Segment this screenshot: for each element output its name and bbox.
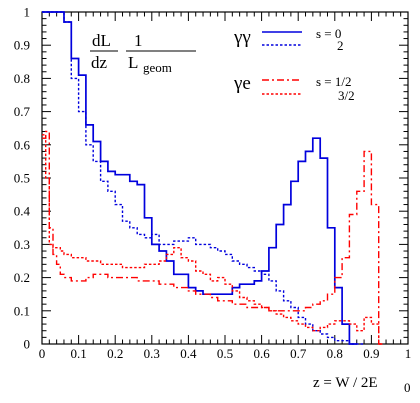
x-tick-label: 0.8 (327, 346, 343, 361)
x-tick-label: 0.9 (363, 346, 379, 361)
x-tick-label: 0.1 (70, 346, 86, 361)
y-label-num2: 1 (134, 31, 143, 50)
y-label-den2-sub: geom (143, 60, 172, 75)
y-tick-label: 0 (24, 337, 31, 352)
axis-tick-labels: 0 0.1 0.2 0.3 0.4 0.5 0.6 0.7 0.8 0.9 1 0 0.1 0.2 0.3 0… (14, 5, 412, 362)
y-tick-label: 1 (24, 5, 31, 20)
x-axis-title: z = W / 2E 0 (313, 375, 411, 395)
x-tick-label: 0.4 (180, 346, 197, 361)
axis-ticks (41, 11, 409, 345)
y-label-num1: dL (92, 31, 111, 50)
legend-label-s12: s = 1/2 (316, 74, 352, 89)
legend-label-32: 3/2 (338, 88, 355, 103)
legend: γγ s = 0 2 γe s = 1/2 3/2 (233, 26, 355, 103)
y-tick-label: 0.6 (14, 137, 31, 152)
y-axis-label: dL dz 1 L geom (90, 31, 196, 75)
x-tick-label: 0.6 (253, 346, 270, 361)
y-label-den2: L (128, 53, 138, 72)
legend-label-s0: s = 0 (316, 26, 341, 41)
y-tick-label: 0.7 (14, 104, 31, 119)
series-line-1 (42, 11, 365, 345)
legend-label-2: 2 (337, 38, 344, 53)
y-tick-label: 0.1 (14, 303, 30, 318)
x-tick-label: 0.7 (290, 346, 307, 361)
y-tick-label: 0.8 (14, 71, 30, 86)
y-tick-label: 0.9 (14, 38, 30, 53)
y-tick-label: 0.5 (14, 171, 30, 186)
y-label-den1: dz (91, 53, 108, 72)
legend-group-gammae: γe (233, 73, 251, 94)
x-tick-label: 0.2 (107, 346, 123, 361)
y-tick-label: 0.2 (14, 270, 30, 285)
x-tick-label: 0 (39, 346, 46, 361)
legend-group-gammagamma: γγ (233, 27, 251, 48)
x-tick-label: 0.5 (217, 346, 233, 361)
x-axis-title-sub: 0 (404, 380, 411, 395)
x-tick-label: 0.3 (144, 346, 160, 361)
series-line-0 (42, 11, 357, 345)
x-tick-label: 1 (405, 346, 412, 361)
y-tick-label: 0.3 (14, 237, 30, 252)
series-line-3 (42, 134, 383, 345)
series-line-2 (42, 130, 383, 345)
series-layer (42, 11, 383, 345)
y-tick-label: 0.4 (14, 204, 31, 219)
x-axis-title-main: z = W / 2E (313, 375, 378, 391)
